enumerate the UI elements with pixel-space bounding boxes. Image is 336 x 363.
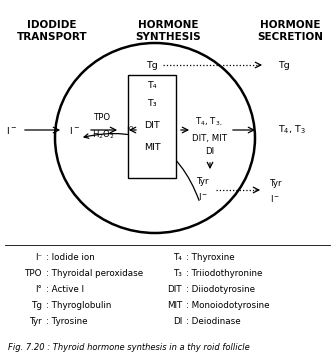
Text: I$^-$: I$^-$	[6, 125, 17, 135]
Text: DIT: DIT	[167, 286, 182, 294]
Text: I$^o$: I$^o$	[126, 124, 134, 136]
Text: T₄: T₄	[147, 81, 157, 90]
Text: DIT, MIT: DIT, MIT	[192, 134, 226, 143]
Text: : Thyroxine: : Thyroxine	[186, 253, 235, 262]
Text: Tg: Tg	[31, 302, 42, 310]
Text: Tyr: Tyr	[29, 318, 42, 326]
Text: : Thyroidal peroxidase: : Thyroidal peroxidase	[46, 269, 143, 278]
Text: Fig. 7.20 : Thyroid hormone synthesis in a thy roid follicle: Fig. 7.20 : Thyroid hormone synthesis in…	[8, 343, 250, 352]
Text: MIT: MIT	[144, 143, 160, 152]
Text: HORMONE
SECRETION: HORMONE SECRETION	[257, 20, 323, 42]
Text: Tg: Tg	[146, 61, 158, 69]
Text: HORMONE
SYNTHESIS: HORMONE SYNTHESIS	[135, 20, 201, 42]
Text: : Thyroglobulin: : Thyroglobulin	[46, 302, 111, 310]
Text: Tyr: Tyr	[197, 178, 209, 187]
Text: DI: DI	[173, 318, 182, 326]
Text: I$^-$: I$^-$	[270, 192, 280, 204]
Text: : Deiodinase: : Deiodinase	[186, 318, 241, 326]
Text: IDODIDE
TRANSPORT: IDODIDE TRANSPORT	[17, 20, 87, 42]
Text: Tyr: Tyr	[270, 179, 283, 188]
Text: DIT: DIT	[144, 121, 160, 130]
Text: DI: DI	[205, 147, 215, 156]
Text: I$^-$: I$^-$	[70, 125, 81, 135]
Text: H$_2$O$_2$: H$_2$O$_2$	[92, 129, 115, 141]
Text: T$_4$, T$_3$: T$_4$, T$_3$	[278, 124, 306, 136]
Text: MIT: MIT	[167, 302, 182, 310]
Text: : Iodide ion: : Iodide ion	[46, 253, 95, 262]
Text: I°: I°	[35, 286, 42, 294]
Text: I⁻: I⁻	[35, 253, 42, 262]
Text: : Tyrosine: : Tyrosine	[46, 318, 87, 326]
Text: TPO: TPO	[94, 113, 112, 122]
Text: : Triiodothyronine: : Triiodothyronine	[186, 269, 262, 278]
Text: : Monoiodotyrosine: : Monoiodotyrosine	[186, 302, 269, 310]
Text: TPO: TPO	[25, 269, 42, 278]
Bar	[128, 75, 176, 178]
Text: Tg: Tg	[278, 61, 290, 69]
Text: T₃: T₃	[173, 269, 182, 278]
Text: : Active I: : Active I	[46, 286, 84, 294]
Text: T₄: T₄	[173, 253, 182, 262]
Text: T₃: T₃	[147, 98, 157, 107]
Text: T$_4$, T$_{3,}$: T$_4$, T$_{3,}$	[195, 116, 223, 128]
FancyArrowPatch shape	[84, 134, 199, 200]
Text: : Diiodotyrosine: : Diiodotyrosine	[186, 286, 255, 294]
Text: I$^-$: I$^-$	[198, 191, 208, 201]
